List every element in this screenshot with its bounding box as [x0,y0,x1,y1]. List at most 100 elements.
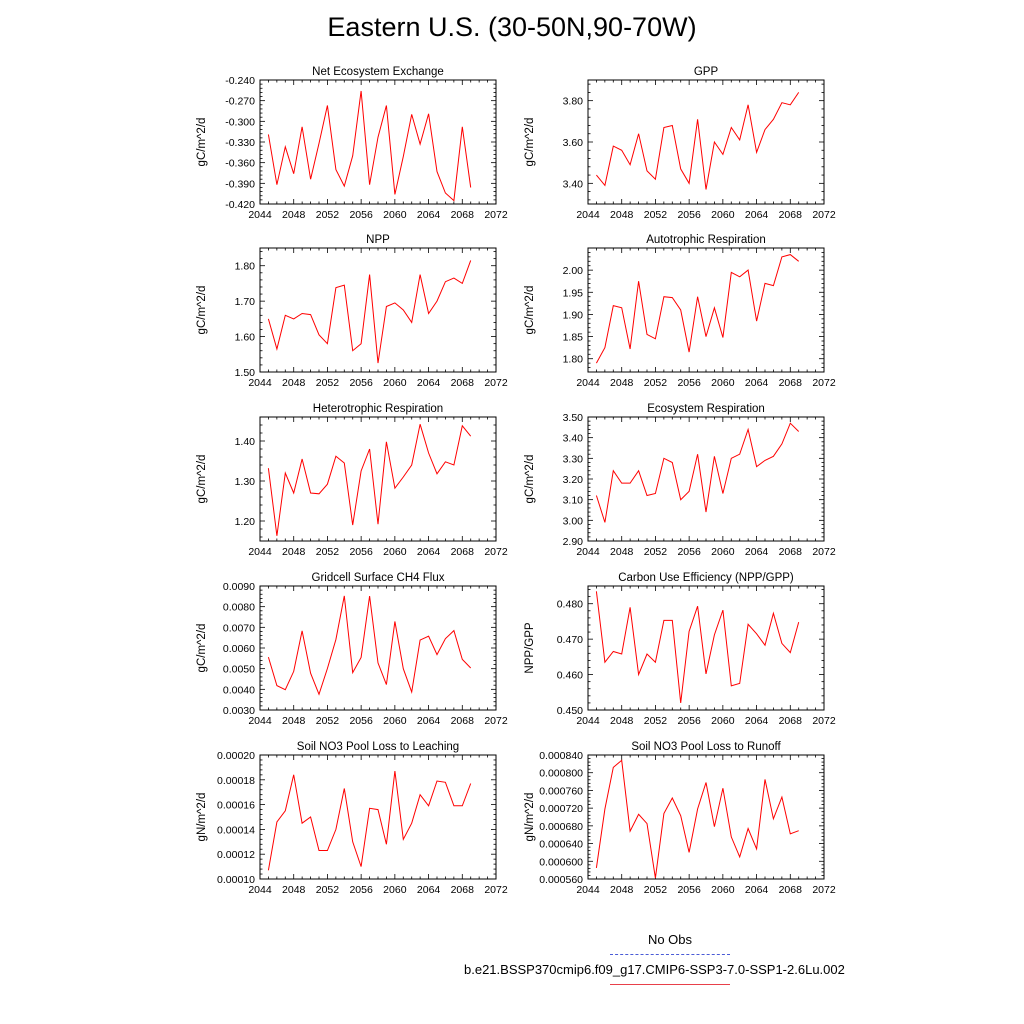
y-tick-label: 1.80 [235,261,256,273]
x-tick-label: 2064 [417,884,441,896]
x-tick-label: 2072 [812,377,836,389]
x-tick-label: 2044 [576,546,600,558]
y-tick-label: 0.00010 [217,874,255,886]
chart-gridcell-surface-ch4-flux: Gridcell Surface CH4 Flux gC/m^2/d 2044 204… [196,572,508,727]
chart-title: Soil NO3 Pool Loss to Leaching [297,741,459,753]
x-tick-label: 2048 [282,377,306,389]
x-tick-label: 2056 [677,209,701,221]
legend-line-no-obs [610,954,730,955]
y-tick-label: 3.40 [563,178,584,190]
y-tick-label: 0.00018 [217,775,255,787]
y-tick-label: 3.30 [563,453,584,465]
y-tick-label: 3.20 [563,474,584,486]
y-axis-label: gN/m^2/d [524,793,536,842]
x-tick-label: 2056 [349,546,373,558]
y-tick-label: 0.000680 [539,821,583,833]
y-tick-label: -0.330 [225,137,255,149]
x-tick-label: 2072 [812,884,836,896]
chart-autotrophic-respiration: Autotrophic Respiration gC/m^2/d 2044 2048 2… [524,234,836,389]
x-tick-label: 2068 [451,546,475,558]
y-tick-label: 3.40 [563,433,584,445]
x-tick-label: 2060 [383,377,407,389]
y-tick-label: 0.00020 [217,750,255,762]
y-tick-label: 3.80 [563,96,584,108]
x-tick-label: 2048 [282,209,306,221]
chart-title: Net Ecosystem Exchange [312,66,444,78]
x-tick-label: 2052 [316,546,340,558]
x-tick-label: 2064 [745,884,769,896]
y-tick-label: 1.90 [563,309,584,321]
figure-title: Eastern U.S. (30-50N,90-70W) [327,12,697,42]
y-tick-label: -0.390 [225,178,255,190]
x-tick-label: 2052 [644,209,668,221]
y-axis-label: NPP/GPP [524,622,536,673]
chart-title: Ecosystem Respiration [647,403,765,415]
x-tick-label: 2064 [745,209,769,221]
x-tick-label: 2060 [383,715,407,727]
y-tick-label: 1.80 [563,354,584,366]
series-line [267,771,472,871]
x-tick-label: 2072 [484,546,508,558]
y-tick-label: 0.0040 [223,684,255,696]
y-tick-label: 0.0050 [223,664,255,676]
chart-title: Heterotrophic Respiration [313,403,443,415]
x-tick-label: 2056 [349,884,373,896]
x-tick-label: 2052 [316,884,340,896]
y-tick-label: 1.70 [235,296,256,308]
x-tick-label: 2044 [576,715,600,727]
x-tick-label: 2064 [417,209,441,221]
x-tick-label: 2072 [484,715,508,727]
y-tick-label: 0.470 [557,634,583,646]
x-tick-label: 2068 [779,209,803,221]
x-tick-label: 2072 [484,209,508,221]
x-tick-label: 2068 [451,715,475,727]
x-tick-label: 2044 [576,884,600,896]
y-tick-label: 0.00014 [217,824,255,836]
plot-frame [259,754,497,880]
x-tick-label: 2052 [644,377,668,389]
y-tick-label: 0.000800 [539,768,583,780]
x-tick-label: 2056 [677,715,701,727]
chart-soil-no3-pool-loss-to-runoff: Soil NO3 Pool Loss to Runoff gN/m^2/d 2044… [524,741,836,896]
chart-carbon-use-efficiency-npp-gpp: Carbon Use Efficiency (NPP/GPP) NPP/GPP 20… [524,572,836,727]
y-tick-label: 0.000760 [539,785,583,797]
y-tick-label: 3.50 [563,412,584,424]
y-tick-label: 0.0030 [223,705,255,717]
x-tick-label: 2048 [610,209,634,221]
legend-label-no-obs: No Obs [647,932,693,947]
chart-title: GPP [694,66,719,78]
x-tick-label: 2048 [610,884,634,896]
x-tick-label: 2056 [349,209,373,221]
legend-line-run [610,984,730,985]
x-tick-label: 2048 [610,546,634,558]
chart-soil-no3-pool-loss-to-leaching: Soil NO3 Pool Loss to Leaching gN/m^2/d 20… [196,741,508,896]
series-line [595,254,800,364]
chart-gpp: GPP gC/m^2/d 2044 2048 2052 2056 2060 2064 2068 2… [524,66,836,221]
x-tick-label: 2072 [484,377,508,389]
y-tick-label: 0.0060 [223,643,255,655]
x-tick-label: 2068 [779,546,803,558]
series-line [595,759,799,879]
x-tick-label: 2072 [812,546,836,558]
y-tick-label: 1.60 [235,332,256,344]
plot-frame [587,585,825,711]
y-tick-label: 1.50 [235,367,256,379]
x-tick-label: 2052 [316,715,340,727]
x-tick-label: 2068 [779,884,803,896]
y-tick-label: 0.460 [557,670,583,682]
x-tick-label: 2068 [451,209,475,221]
x-tick-label: 2068 [779,377,803,389]
x-tick-label: 2056 [677,546,701,558]
y-axis-label: gC/m^2/d [524,118,536,167]
y-tick-label: 1.20 [235,516,256,528]
chart-title: Soil NO3 Pool Loss to Runoff [631,741,781,753]
x-tick-label: 2044 [248,377,272,389]
x-tick-label: 2044 [248,884,272,896]
x-tick-label: 2056 [349,715,373,727]
x-tick-label: 2068 [451,377,475,389]
x-tick-label: 2044 [576,209,600,221]
y-tick-label: 1.40 [235,436,256,448]
y-tick-label: 0.000640 [539,839,583,851]
y-tick-label: 0.000840 [539,750,583,762]
x-tick-label: 2048 [282,546,306,558]
